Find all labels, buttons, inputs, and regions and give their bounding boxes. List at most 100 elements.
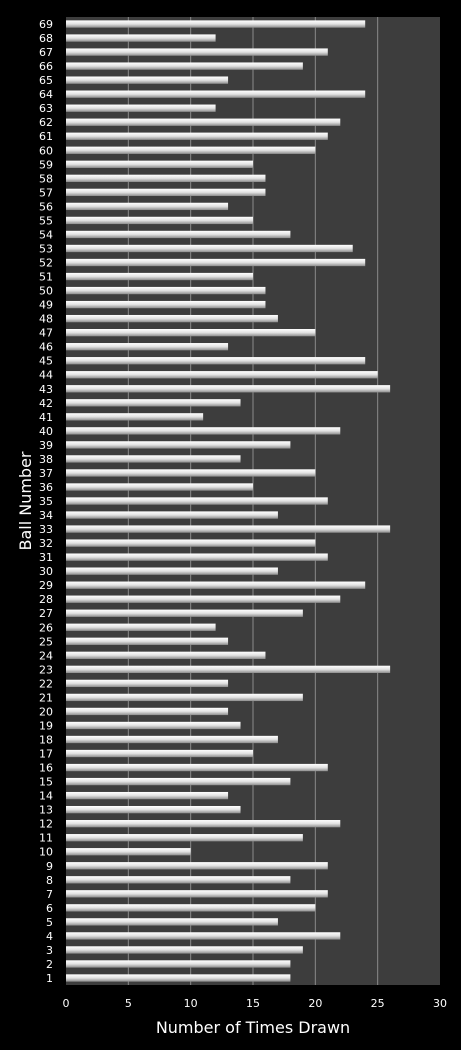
bar	[66, 104, 216, 112]
bar	[66, 735, 278, 744]
bar	[66, 230, 291, 239]
y-tick-label: 57	[39, 186, 53, 199]
y-tick-label: 41	[39, 411, 53, 424]
y-tick-label: 38	[39, 453, 53, 466]
bar	[66, 258, 366, 267]
x-tick-label: 0	[63, 997, 70, 1010]
x-tick-label: 20	[308, 997, 322, 1010]
y-tick-label: 55	[39, 214, 53, 227]
x-axis-title: Number of Times Drawn	[156, 1018, 350, 1037]
bar	[66, 763, 328, 772]
y-tick-label: 54	[39, 228, 53, 241]
bar	[66, 777, 291, 786]
y-tick-label: 52	[39, 257, 53, 270]
bar	[66, 665, 391, 673]
y-tick-label: 16	[39, 762, 53, 775]
y-tick-label: 12	[39, 818, 53, 831]
bar	[66, 553, 328, 561]
bar	[66, 721, 241, 730]
bar	[66, 609, 303, 617]
bar	[66, 329, 316, 337]
bar	[66, 118, 341, 126]
bar	[66, 497, 328, 505]
y-tick-label: 66	[39, 60, 53, 73]
bar	[66, 76, 229, 84]
y-tick-label: 62	[39, 116, 53, 129]
bar	[66, 581, 366, 589]
y-axis-title: Ball Number	[16, 451, 35, 550]
bar	[66, 820, 341, 828]
y-tick-label: 31	[39, 551, 53, 564]
y-tick-label: 4	[46, 930, 53, 943]
y-tick-label: 45	[39, 355, 53, 368]
bar	[66, 357, 366, 365]
bar	[66, 539, 316, 547]
y-tick-label: 40	[39, 425, 53, 438]
y-tick-label: 51	[39, 271, 53, 284]
bar	[66, 651, 266, 659]
y-tick-label: 39	[39, 439, 53, 452]
y-tick-label: 23	[39, 663, 53, 676]
y-tick-label: 2	[46, 958, 53, 971]
y-tick-label: 61	[39, 130, 53, 143]
bar	[66, 216, 253, 225]
bars	[66, 20, 391, 982]
x-tick-labels: 0 5 10 15 20 25 30	[63, 997, 448, 1010]
bar	[66, 399, 241, 407]
bar	[66, 932, 341, 940]
y-tick-label: 3	[46, 944, 53, 957]
y-tick-label: 8	[46, 874, 53, 887]
y-tick-label: 10	[39, 846, 53, 859]
bar	[66, 567, 278, 575]
y-tick-label: 48	[39, 313, 53, 326]
y-tick-label: 33	[39, 523, 53, 536]
bar	[66, 890, 328, 898]
bar	[66, 132, 328, 140]
bar	[66, 623, 216, 631]
bar	[66, 974, 291, 982]
y-tick-label: 26	[39, 621, 53, 634]
y-tick-label: 22	[39, 677, 53, 690]
bar	[66, 441, 291, 449]
bar	[66, 469, 316, 477]
x-tick-label: 5	[125, 997, 132, 1010]
bar	[66, 146, 316, 154]
bar	[66, 48, 328, 56]
y-tick-label: 67	[39, 46, 53, 59]
y-tick-label: 63	[39, 102, 53, 115]
y-tick-label: 28	[39, 593, 53, 606]
y-tick-label: 19	[39, 719, 53, 732]
bar	[66, 595, 341, 603]
y-tick-label: 60	[39, 144, 53, 157]
y-tick-label: 68	[39, 32, 53, 45]
bar	[66, 20, 366, 28]
bar	[66, 791, 229, 800]
y-tick-label: 20	[39, 705, 53, 718]
bar	[66, 385, 391, 393]
y-tick-label: 42	[39, 397, 53, 410]
y-tick-label: 9	[46, 860, 53, 873]
bar	[66, 174, 266, 182]
bar	[66, 834, 303, 842]
y-tick-label: 27	[39, 607, 53, 620]
y-tick-label: 18	[39, 733, 53, 746]
y-tick-label: 5	[46, 916, 53, 929]
bar	[66, 749, 253, 758]
bar	[66, 511, 278, 519]
y-tick-label: 46	[39, 341, 53, 354]
bar	[66, 160, 253, 168]
y-tick-label: 37	[39, 467, 53, 480]
y-tick-label: 65	[39, 74, 53, 87]
bar	[66, 707, 229, 716]
bar	[66, 90, 366, 98]
bar	[66, 483, 253, 491]
y-tick-labels: 1234567891011121314151617181920212223242…	[39, 18, 53, 985]
y-tick-label: 58	[39, 172, 53, 185]
bar	[66, 960, 291, 968]
y-tick-label: 44	[39, 369, 53, 382]
bar	[66, 679, 229, 688]
y-tick-label: 49	[39, 299, 53, 312]
bar	[66, 805, 241, 814]
bar	[66, 637, 229, 645]
bar	[66, 693, 303, 702]
